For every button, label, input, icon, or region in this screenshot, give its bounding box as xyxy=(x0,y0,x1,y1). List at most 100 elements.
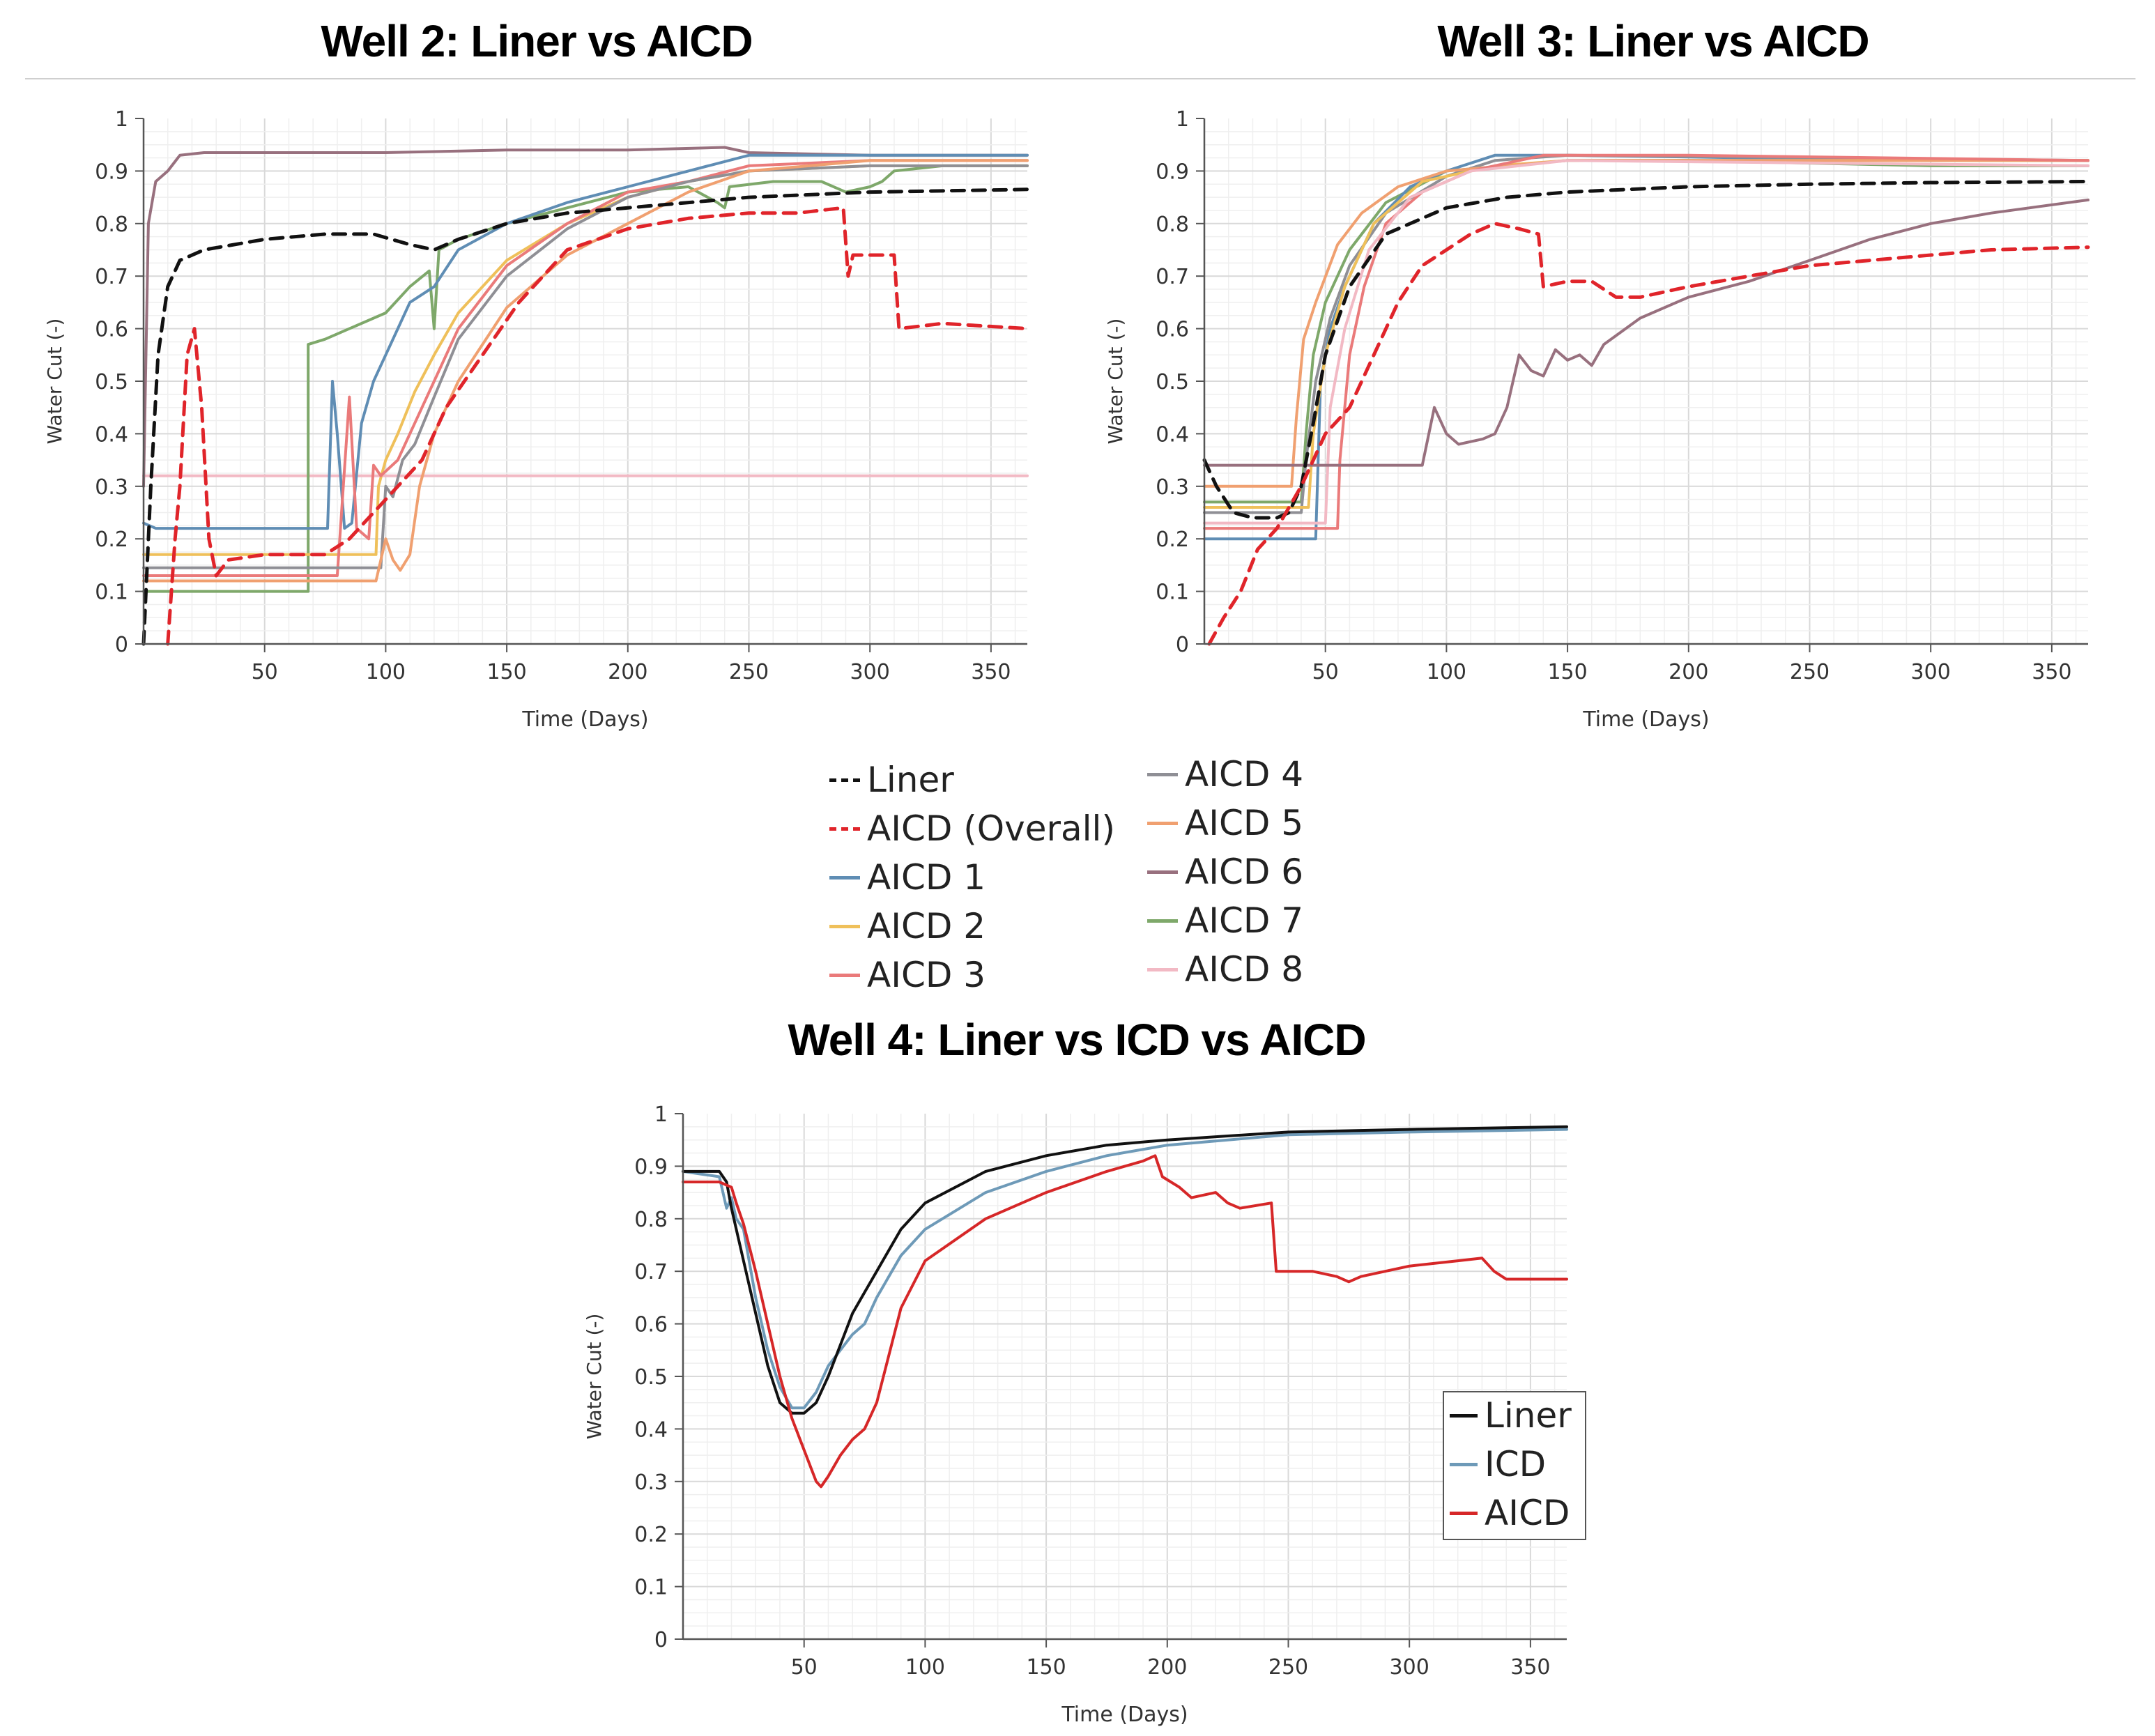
well3-y-tick-label: 0.7 xyxy=(1156,265,1189,289)
legend-item-aicd-3: AICD 3 xyxy=(829,955,986,995)
well2-y-tick-label: 0.7 xyxy=(95,265,128,289)
legend-item-aicd-1: AICD 1 xyxy=(829,857,986,898)
well4-y-axis-label: Water Cut (-) xyxy=(583,1314,606,1440)
well3-x-tick-label: 200 xyxy=(1669,660,1708,684)
well4-x-tick-label: 100 xyxy=(905,1655,945,1680)
well4-y-tick-label: 0.9 xyxy=(634,1155,668,1179)
well2-x-tick-label: 300 xyxy=(850,660,890,684)
well2-x-tick-label: 50 xyxy=(252,660,278,684)
well2-y-tick-label: 0.8 xyxy=(95,213,128,237)
well2-y-tick-label: 0.9 xyxy=(95,160,128,184)
well2-y-axis-label: Water Cut (-) xyxy=(43,318,66,445)
well3-y-tick-label: 0.9 xyxy=(1156,160,1189,184)
well4-legend-swatch-liner xyxy=(1450,1413,1478,1418)
legend-label-aicd-5: AICD 5 xyxy=(1185,803,1304,843)
well3-y-tick-label: 0.6 xyxy=(1156,318,1189,342)
legend-swatch-aicd-4 xyxy=(1147,772,1178,776)
well3-y-tick-label: 0.2 xyxy=(1156,528,1189,552)
well3-y-tick-label: 1 xyxy=(1176,107,1189,132)
well3-x-tick-label: 150 xyxy=(1547,660,1587,684)
legend-item-liner: Liner xyxy=(829,760,954,800)
well4-x-tick-label: 350 xyxy=(1510,1655,1550,1680)
well4-y-tick-label: 0.2 xyxy=(634,1523,668,1547)
well3-y-axis-label: Water Cut (-) xyxy=(1104,318,1127,445)
well2-x-tick-label: 150 xyxy=(486,660,526,684)
legend-label-aicd-8: AICD 8 xyxy=(1185,949,1304,990)
well3-x-tick-label: 100 xyxy=(1427,660,1466,684)
well4-grid xyxy=(683,1114,1567,1639)
well2-x-axis-label: Time (Days) xyxy=(521,707,648,732)
well3-y-tick-label: 0.5 xyxy=(1156,370,1189,394)
well4-legend-item-icd: ICD xyxy=(1450,1444,1546,1484)
well3-y-tick-label: 0.8 xyxy=(1156,213,1189,237)
well4-y-tick-label: 0 xyxy=(654,1628,668,1652)
well4-legend-label-liner: Liner xyxy=(1485,1395,1572,1436)
well4-legend-swatch-aicd xyxy=(1450,1511,1478,1515)
well4-y-tick-label: 1 xyxy=(654,1103,668,1127)
legend-item-aicd-7: AICD 7 xyxy=(1147,900,1303,941)
well2-series-aicd-7 xyxy=(142,164,1029,593)
well3-title: Well 3: Liner vs AICD xyxy=(1437,16,1869,66)
well2-series-aicd-overall xyxy=(166,206,1029,646)
well2-y-tick-label: 0.2 xyxy=(95,528,128,552)
well3-x-tick-label: 50 xyxy=(1312,660,1339,684)
well4-legend-label-aicd: AICD xyxy=(1485,1493,1570,1533)
well3-y-tick-label: 0.4 xyxy=(1156,422,1189,447)
legend-item-aicd-overall: AICD (Overall) xyxy=(829,808,1115,849)
well3-series-liner xyxy=(1202,180,2090,520)
well4-x-tick-label: 150 xyxy=(1026,1655,1066,1680)
well3-y-tick-label: 0.1 xyxy=(1156,581,1189,605)
legend-label-aicd-1: AICD 1 xyxy=(867,857,986,898)
well3-series-aicd-3 xyxy=(1203,153,2089,530)
legend-swatch-aicd-overall xyxy=(829,827,860,831)
well4-series-liner xyxy=(682,1125,1568,1415)
well3-y-tick-label: 0 xyxy=(1176,633,1189,657)
legend-swatch-aicd-5 xyxy=(1147,821,1178,825)
well4-y-tick-label: 0.6 xyxy=(634,1313,668,1337)
well4-y-tick-label: 0.8 xyxy=(634,1208,668,1232)
well3-series-aicd-overall xyxy=(1207,222,2090,646)
well3-x-tick-label: 250 xyxy=(1790,660,1830,684)
well4-y-tick-label: 0.1 xyxy=(634,1576,668,1600)
well2-y-tick-label: 0.6 xyxy=(95,318,128,342)
legend-label-aicd-6: AICD 6 xyxy=(1185,852,1304,892)
well3-x-tick-label: 300 xyxy=(1911,660,1951,684)
well3-x-axis-label: Time (Days) xyxy=(1582,707,1709,732)
legend-swatch-aicd-8 xyxy=(1147,967,1178,971)
well3-y-tick-label: 0.3 xyxy=(1156,475,1189,500)
well2-y-tick-label: 0.3 xyxy=(95,475,128,500)
well4-title: Well 4: Liner vs ICD vs AICD xyxy=(788,1015,1366,1065)
legend-item-aicd-8: AICD 8 xyxy=(1147,949,1303,990)
legend-item-aicd-4: AICD 4 xyxy=(1147,754,1303,794)
legend-label-liner: Liner xyxy=(867,760,954,800)
legend-swatch-aicd-1 xyxy=(829,875,860,879)
title-divider xyxy=(25,78,2135,79)
well4-y-tick-label: 0.3 xyxy=(634,1470,668,1495)
well2-x-tick-label: 100 xyxy=(366,660,406,684)
well4-x-tick-label: 300 xyxy=(1390,1655,1429,1680)
well4-y-tick-label: 0.7 xyxy=(634,1260,668,1284)
legend-item-aicd-5: AICD 5 xyxy=(1147,803,1303,843)
well4-legend-label-icd: ICD xyxy=(1485,1444,1547,1484)
legend-label-aicd-3: AICD 3 xyxy=(867,955,986,995)
well2-series-aicd-1 xyxy=(142,153,1029,530)
well4-y-tick-label: 0.5 xyxy=(634,1365,668,1390)
legend-label-aicd-2: AICD 2 xyxy=(867,906,986,946)
well2-y-tick-label: 0 xyxy=(115,633,128,657)
well2-grid xyxy=(144,118,1027,644)
well2-series-aicd-6 xyxy=(142,146,1029,488)
well2-x-tick-label: 200 xyxy=(608,660,647,684)
well4-x-tick-label: 200 xyxy=(1147,1655,1187,1680)
well4-legend-item-liner: Liner xyxy=(1450,1395,1572,1436)
legend-swatch-aicd-6 xyxy=(1147,870,1178,874)
legend-swatch-aicd-2 xyxy=(829,924,860,928)
well2-series-aicd-4 xyxy=(142,164,1029,569)
well2-x-tick-label: 350 xyxy=(971,660,1011,684)
legend-swatch-liner xyxy=(829,778,860,782)
well2-y-tick-label: 0.1 xyxy=(95,581,128,605)
well4-series-aicd xyxy=(682,1154,1568,1489)
